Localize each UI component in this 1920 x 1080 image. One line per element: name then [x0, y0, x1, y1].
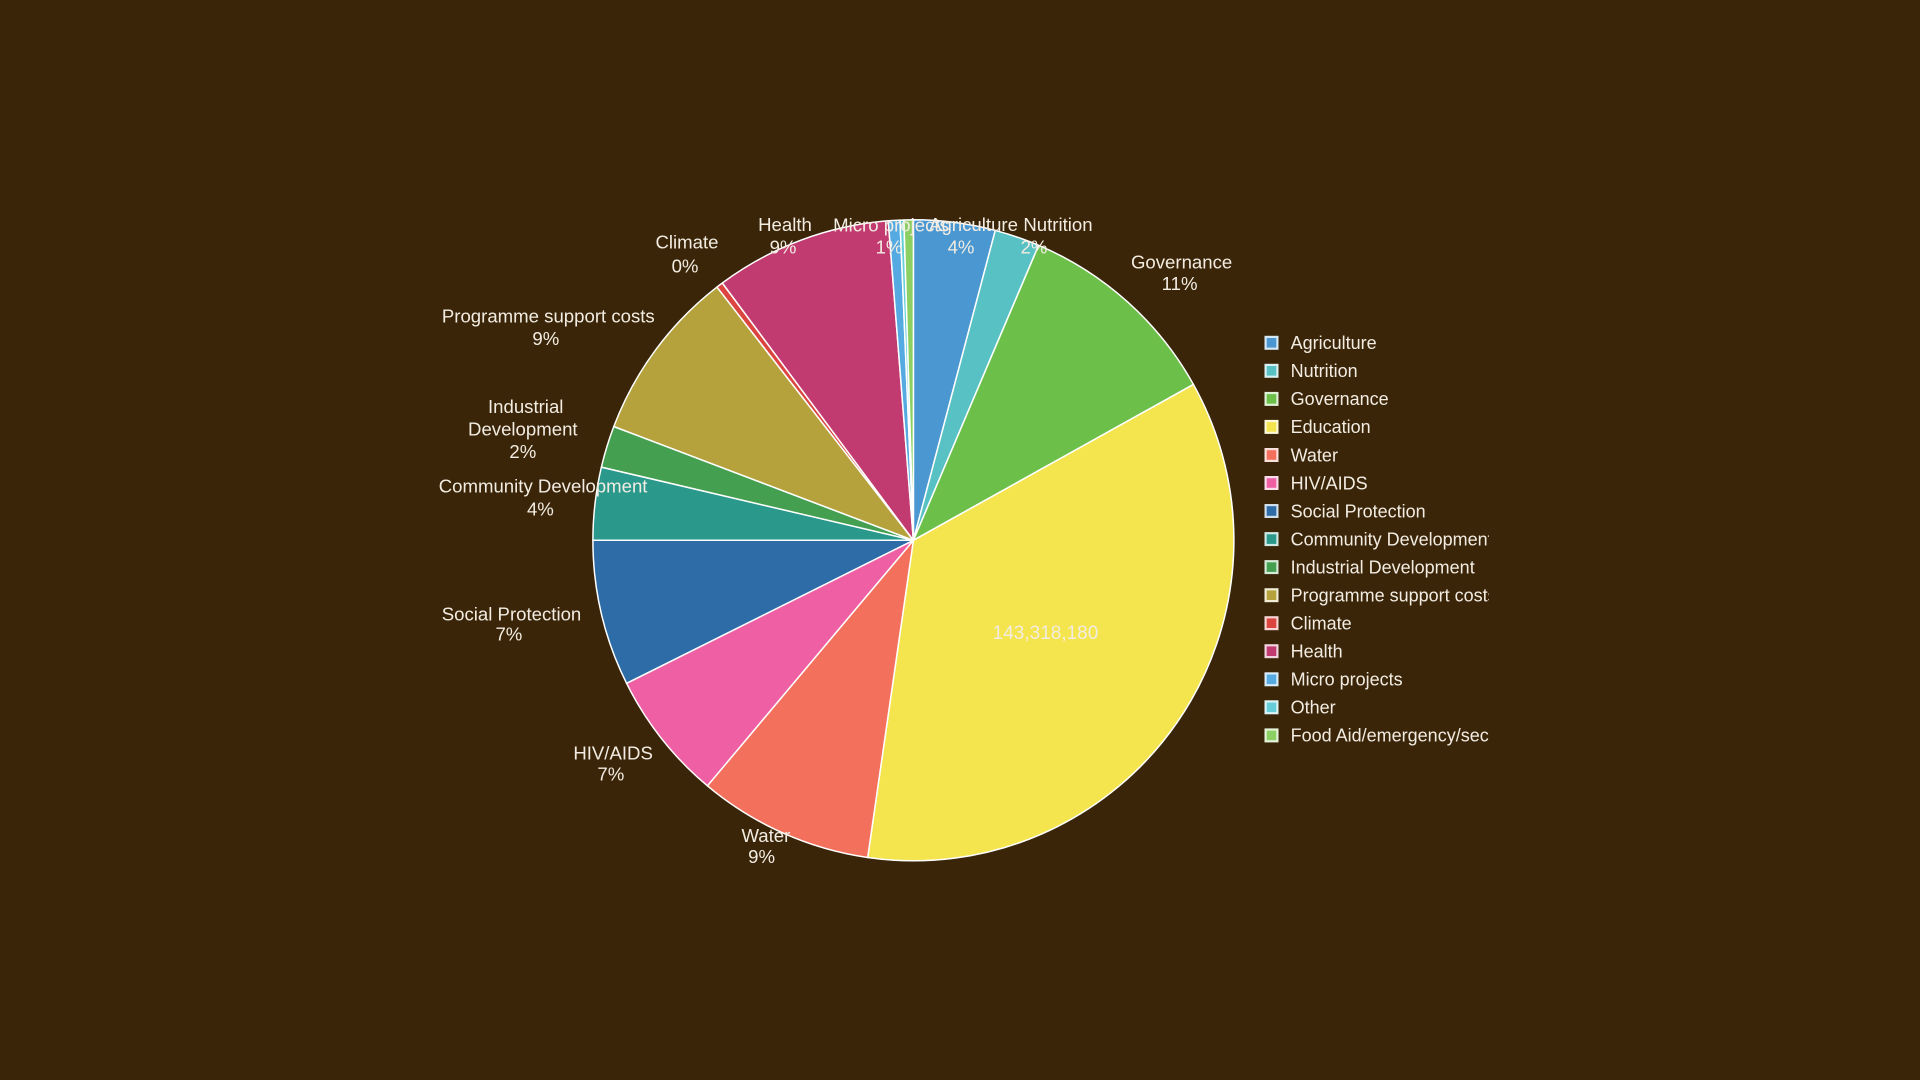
- svg-text:Nutrition: Nutrition: [1023, 214, 1092, 235]
- svg-text:Programme support costs: Programme support costs: [442, 306, 655, 327]
- svg-text:4%: 4%: [948, 237, 975, 258]
- svg-text:Water: Water: [741, 825, 790, 846]
- svg-text:Development: Development: [468, 419, 578, 440]
- svg-text:Climate: Climate: [655, 232, 718, 253]
- svg-text:2%: 2%: [1021, 237, 1048, 258]
- svg-text:Food Aid/emergency/security: Food Aid/emergency/security: [1291, 726, 1523, 746]
- svg-text:Micro projects: Micro projects: [833, 215, 949, 236]
- svg-text:Other: Other: [1291, 698, 1336, 718]
- svg-text:Climate: Climate: [1291, 614, 1352, 634]
- svg-text:Industrial: Industrial: [488, 396, 563, 417]
- svg-text:Social Protection: Social Protection: [442, 603, 582, 624]
- svg-text:Governance: Governance: [1291, 389, 1389, 409]
- svg-text:7%: 7%: [597, 764, 624, 785]
- svg-text:HIV/AIDS: HIV/AIDS: [573, 742, 653, 763]
- svg-text:Water: Water: [1291, 445, 1338, 465]
- svg-text:4%: 4%: [527, 499, 554, 520]
- svg-text:Agriculture: Agriculture: [929, 214, 1018, 235]
- svg-text:Programme support costs: Programme support costs: [1291, 586, 1497, 606]
- svg-text:Micro projects: Micro projects: [1291, 670, 1403, 690]
- svg-text:2%: 2%: [509, 441, 536, 462]
- svg-text:Industrial Development: Industrial Development: [1291, 557, 1475, 577]
- svg-text:7%: 7%: [495, 624, 522, 645]
- svg-text:Nutrition: Nutrition: [1291, 361, 1358, 381]
- svg-text:Community Development: Community Development: [1291, 529, 1493, 549]
- svg-text:Community Development: Community Development: [439, 476, 649, 497]
- svg-text:HIV/AIDS: HIV/AIDS: [1291, 473, 1368, 493]
- svg-text:Health: Health: [1291, 642, 1343, 662]
- svg-text:9%: 9%: [748, 846, 775, 867]
- svg-text:Agriculture: Agriculture: [1291, 333, 1377, 353]
- svg-text:9%: 9%: [532, 328, 559, 349]
- svg-text:Education: Education: [1291, 417, 1371, 437]
- svg-text:143,318,180: 143,318,180: [993, 623, 1099, 644]
- svg-text:Social Protection: Social Protection: [1291, 501, 1426, 521]
- svg-text:9%: 9%: [770, 237, 797, 258]
- svg-text:Health: Health: [758, 214, 812, 235]
- svg-text:1%: 1%: [876, 237, 903, 258]
- svg-text:Governance: Governance: [1131, 252, 1232, 273]
- svg-text:11%: 11%: [1162, 273, 1198, 294]
- svg-text:0%: 0%: [672, 256, 699, 277]
